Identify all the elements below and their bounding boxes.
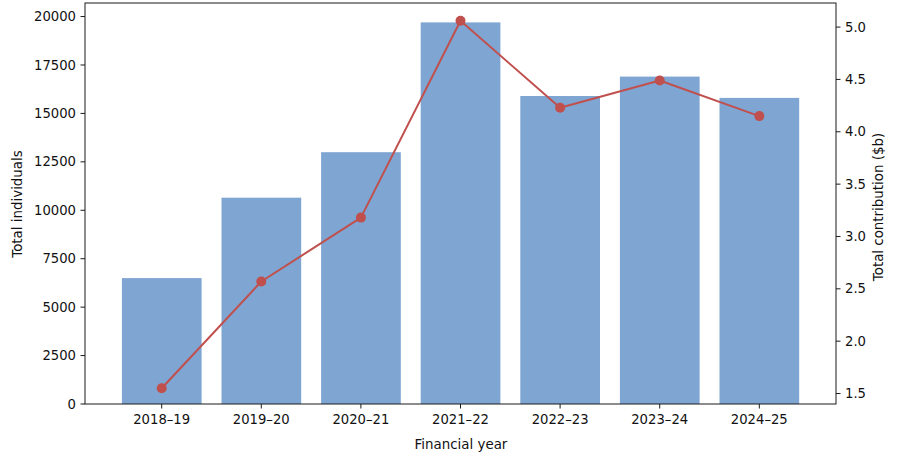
left-tick-label: 10000 (34, 203, 76, 218)
bar-2023–24 (620, 77, 700, 404)
x-tick-label: 2018–19 (133, 412, 190, 427)
line-marker-2023–24 (655, 76, 665, 86)
line-marker-2020–21 (356, 213, 366, 223)
right-tick-label: 3.0 (845, 229, 866, 244)
right-tick-label: 4.0 (845, 124, 866, 139)
left-y-axis-label: Total individuals (10, 150, 25, 258)
left-tick-label: 15000 (34, 106, 76, 121)
right-tick-label: 1.5 (845, 386, 866, 401)
x-tick-label: 2024–25 (731, 412, 788, 427)
left-tick-label: 12500 (34, 154, 76, 169)
left-tick-label: 20000 (34, 9, 76, 24)
line-marker-2022–23 (555, 103, 565, 113)
left-tick-label: 2500 (42, 348, 76, 363)
x-tick-label: 2019–20 (233, 412, 290, 427)
right-tick-label: 4.5 (845, 72, 866, 87)
x-tick-label: 2023–24 (631, 412, 688, 427)
left-tick-label: 7500 (42, 251, 76, 266)
x-tick-label: 2022–23 (532, 412, 589, 427)
right-tick-label: 5.0 (845, 20, 866, 35)
right-tick-label: 2.5 (845, 281, 866, 296)
x-axis-label: Financial year (415, 437, 508, 452)
line-marker-2018–19 (157, 383, 167, 393)
bar-2024–25 (720, 98, 800, 404)
bar-2019–20 (222, 198, 302, 404)
x-tick-label: 2021–22 (432, 412, 489, 427)
right-tick-label: 3.5 (845, 177, 866, 192)
bar-2021–22 (421, 22, 501, 404)
left-tick-label: 5000 (42, 300, 76, 315)
right-tick-label: 2.0 (845, 334, 866, 349)
x-tick-label: 2020–21 (332, 412, 389, 427)
line-marker-2019–20 (256, 277, 266, 287)
chart-canvas: 0 2500 5000 7500 10000 12500 15000 17500 20000 1.… (0, 0, 900, 465)
dual-axis-combo-chart: 0 2500 5000 7500 10000 12500 15000 17500 20000 1.… (0, 0, 900, 465)
left-tick-label: 0 (68, 397, 76, 412)
left-tick-label: 17500 (34, 58, 76, 73)
line-marker-2024–25 (754, 111, 764, 121)
bar-2022–23 (520, 96, 600, 404)
line-marker-2021–22 (456, 16, 466, 26)
right-y-axis-label: Total contribution ($b) (871, 133, 886, 281)
bar-2020–21 (321, 152, 401, 404)
